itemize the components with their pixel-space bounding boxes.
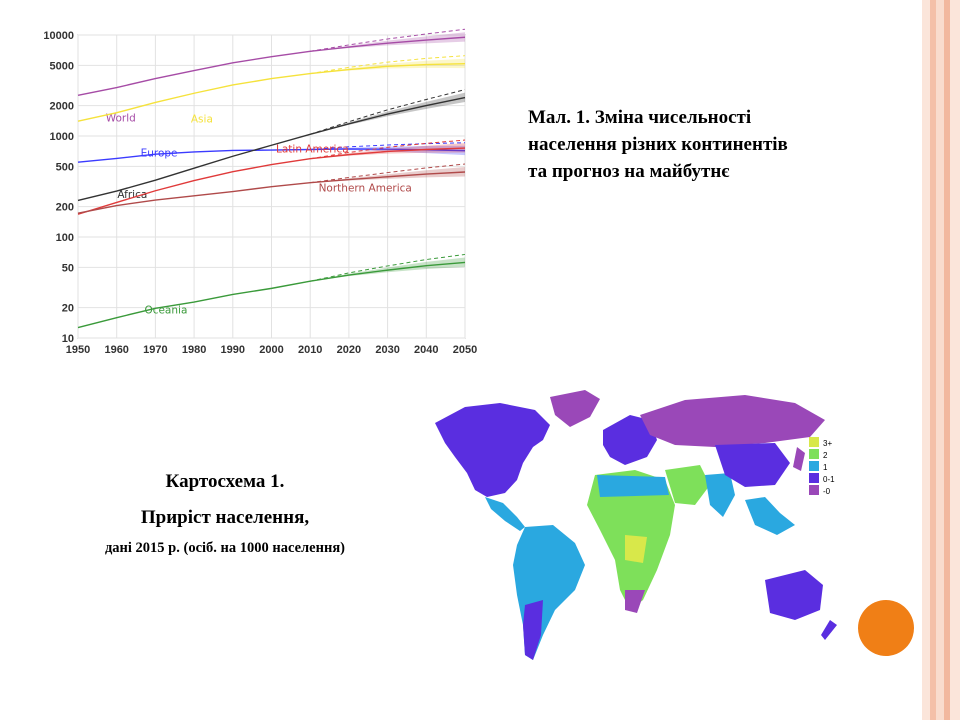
y-tick-label: 2000 [50, 101, 74, 113]
legend-label: -0 [823, 487, 831, 496]
map-japan [793, 447, 805, 471]
population-chart: 10000 5000 2000 1000 500 200 100 50 20 10 1950 1960… [30, 25, 485, 365]
map-south-asia [705, 473, 735, 517]
projection-band [310, 167, 465, 183]
map-australia [765, 570, 823, 620]
map-north-america [435, 403, 550, 497]
map-middle-east [665, 465, 710, 505]
series-label: Europe [141, 148, 178, 160]
x-tick-label: 1980 [182, 344, 206, 356]
y-tick-label: 10 [62, 333, 74, 345]
map-caption: Картосхема 1. Приріст населення, дані 20… [40, 470, 410, 558]
map-caption-note: дані 2015 р. (осіб. на 1000 населення) [104, 540, 346, 556]
series-projection-line [310, 55, 466, 75]
legend-swatch [809, 461, 819, 471]
decorative-stripes [922, 0, 960, 720]
map-caption-title: Картосхема 1. [165, 471, 285, 492]
series-label: Asia [191, 114, 213, 126]
x-tick-label: 1990 [221, 344, 245, 356]
y-tick-label: 5000 [50, 60, 74, 72]
map-southeast-asia [745, 497, 795, 535]
map-greenland [550, 390, 600, 427]
y-tick-label: 1000 [50, 131, 74, 143]
x-tick-label: 1970 [143, 344, 167, 356]
x-tick-label: 2040 [414, 344, 438, 356]
x-tick-label: 2020 [337, 344, 361, 356]
legend-swatch [809, 449, 819, 459]
x-tick-label: 1950 [66, 344, 90, 356]
series-projection-line [310, 89, 466, 135]
x-tick-label: 2000 [259, 344, 283, 356]
y-tick-label: 10000 [43, 30, 74, 42]
chart-caption-line-2: населення різних континентів [528, 134, 788, 155]
y-tick-label: 20 [62, 303, 74, 315]
chart-caption-line-3: та прогноз на майбутнє [528, 161, 730, 182]
legend-label: 2 [823, 451, 828, 460]
series-label: Northern America [319, 182, 412, 194]
map-new-zealand [821, 620, 837, 640]
x-tick-label: 2050 [453, 344, 477, 356]
series-label: Oceania [144, 304, 187, 316]
chart-caption-line-1: Мал. 1. Зміна чисельності [528, 107, 752, 128]
series-line [77, 148, 466, 163]
series-projection-line [310, 139, 466, 160]
series-line [77, 96, 466, 202]
series-label: World [106, 113, 136, 125]
projection-band [310, 145, 465, 156]
series-line [77, 36, 466, 97]
map-east-asia [715, 443, 790, 487]
map-legend: 3+ 2 1 0-1 -0 [809, 437, 835, 496]
y-tick-label: 100 [56, 232, 74, 244]
series-line [77, 62, 466, 122]
legend-swatch [809, 485, 819, 495]
legend-label: 0-1 [823, 475, 835, 484]
series-projection-line [310, 142, 466, 151]
legend-swatch [809, 437, 819, 447]
population-growth-map: 3+ 2 1 0-1 -0 [425, 385, 863, 670]
map-russia [640, 395, 825, 447]
series-line [77, 147, 466, 215]
series-line [77, 261, 466, 329]
legend-label: 3+ [823, 439, 832, 448]
map-central-america [485, 497, 525, 531]
series-line [77, 171, 466, 214]
series-label: Latin America [276, 143, 349, 155]
map-europe [603, 415, 657, 465]
series-projection-line [310, 253, 466, 282]
series-projection-line [310, 28, 466, 52]
legend-label: 1 [823, 463, 828, 472]
chart-caption: Мал. 1. Зміна чисельності населення різн… [528, 104, 888, 185]
y-tick-label: 500 [56, 161, 74, 173]
x-tick-label: 1960 [104, 344, 128, 356]
y-tick-label: 200 [56, 202, 74, 214]
map-africa-center [625, 535, 647, 563]
map-south-america [513, 525, 585, 660]
y-tick-label: 50 [62, 262, 74, 274]
x-tick-label: 2030 [375, 344, 399, 356]
map-caption-subtitle: Приріст населення, [140, 507, 310, 528]
accent-circle [858, 600, 914, 656]
legend-swatch [809, 473, 819, 483]
series-projection-line [310, 163, 466, 184]
x-tick-label: 2010 [298, 344, 322, 356]
map-south-america-south [523, 600, 543, 660]
map-africa-south [625, 590, 645, 613]
series-label: Africa [117, 189, 147, 201]
map-africa-north [597, 475, 669, 497]
